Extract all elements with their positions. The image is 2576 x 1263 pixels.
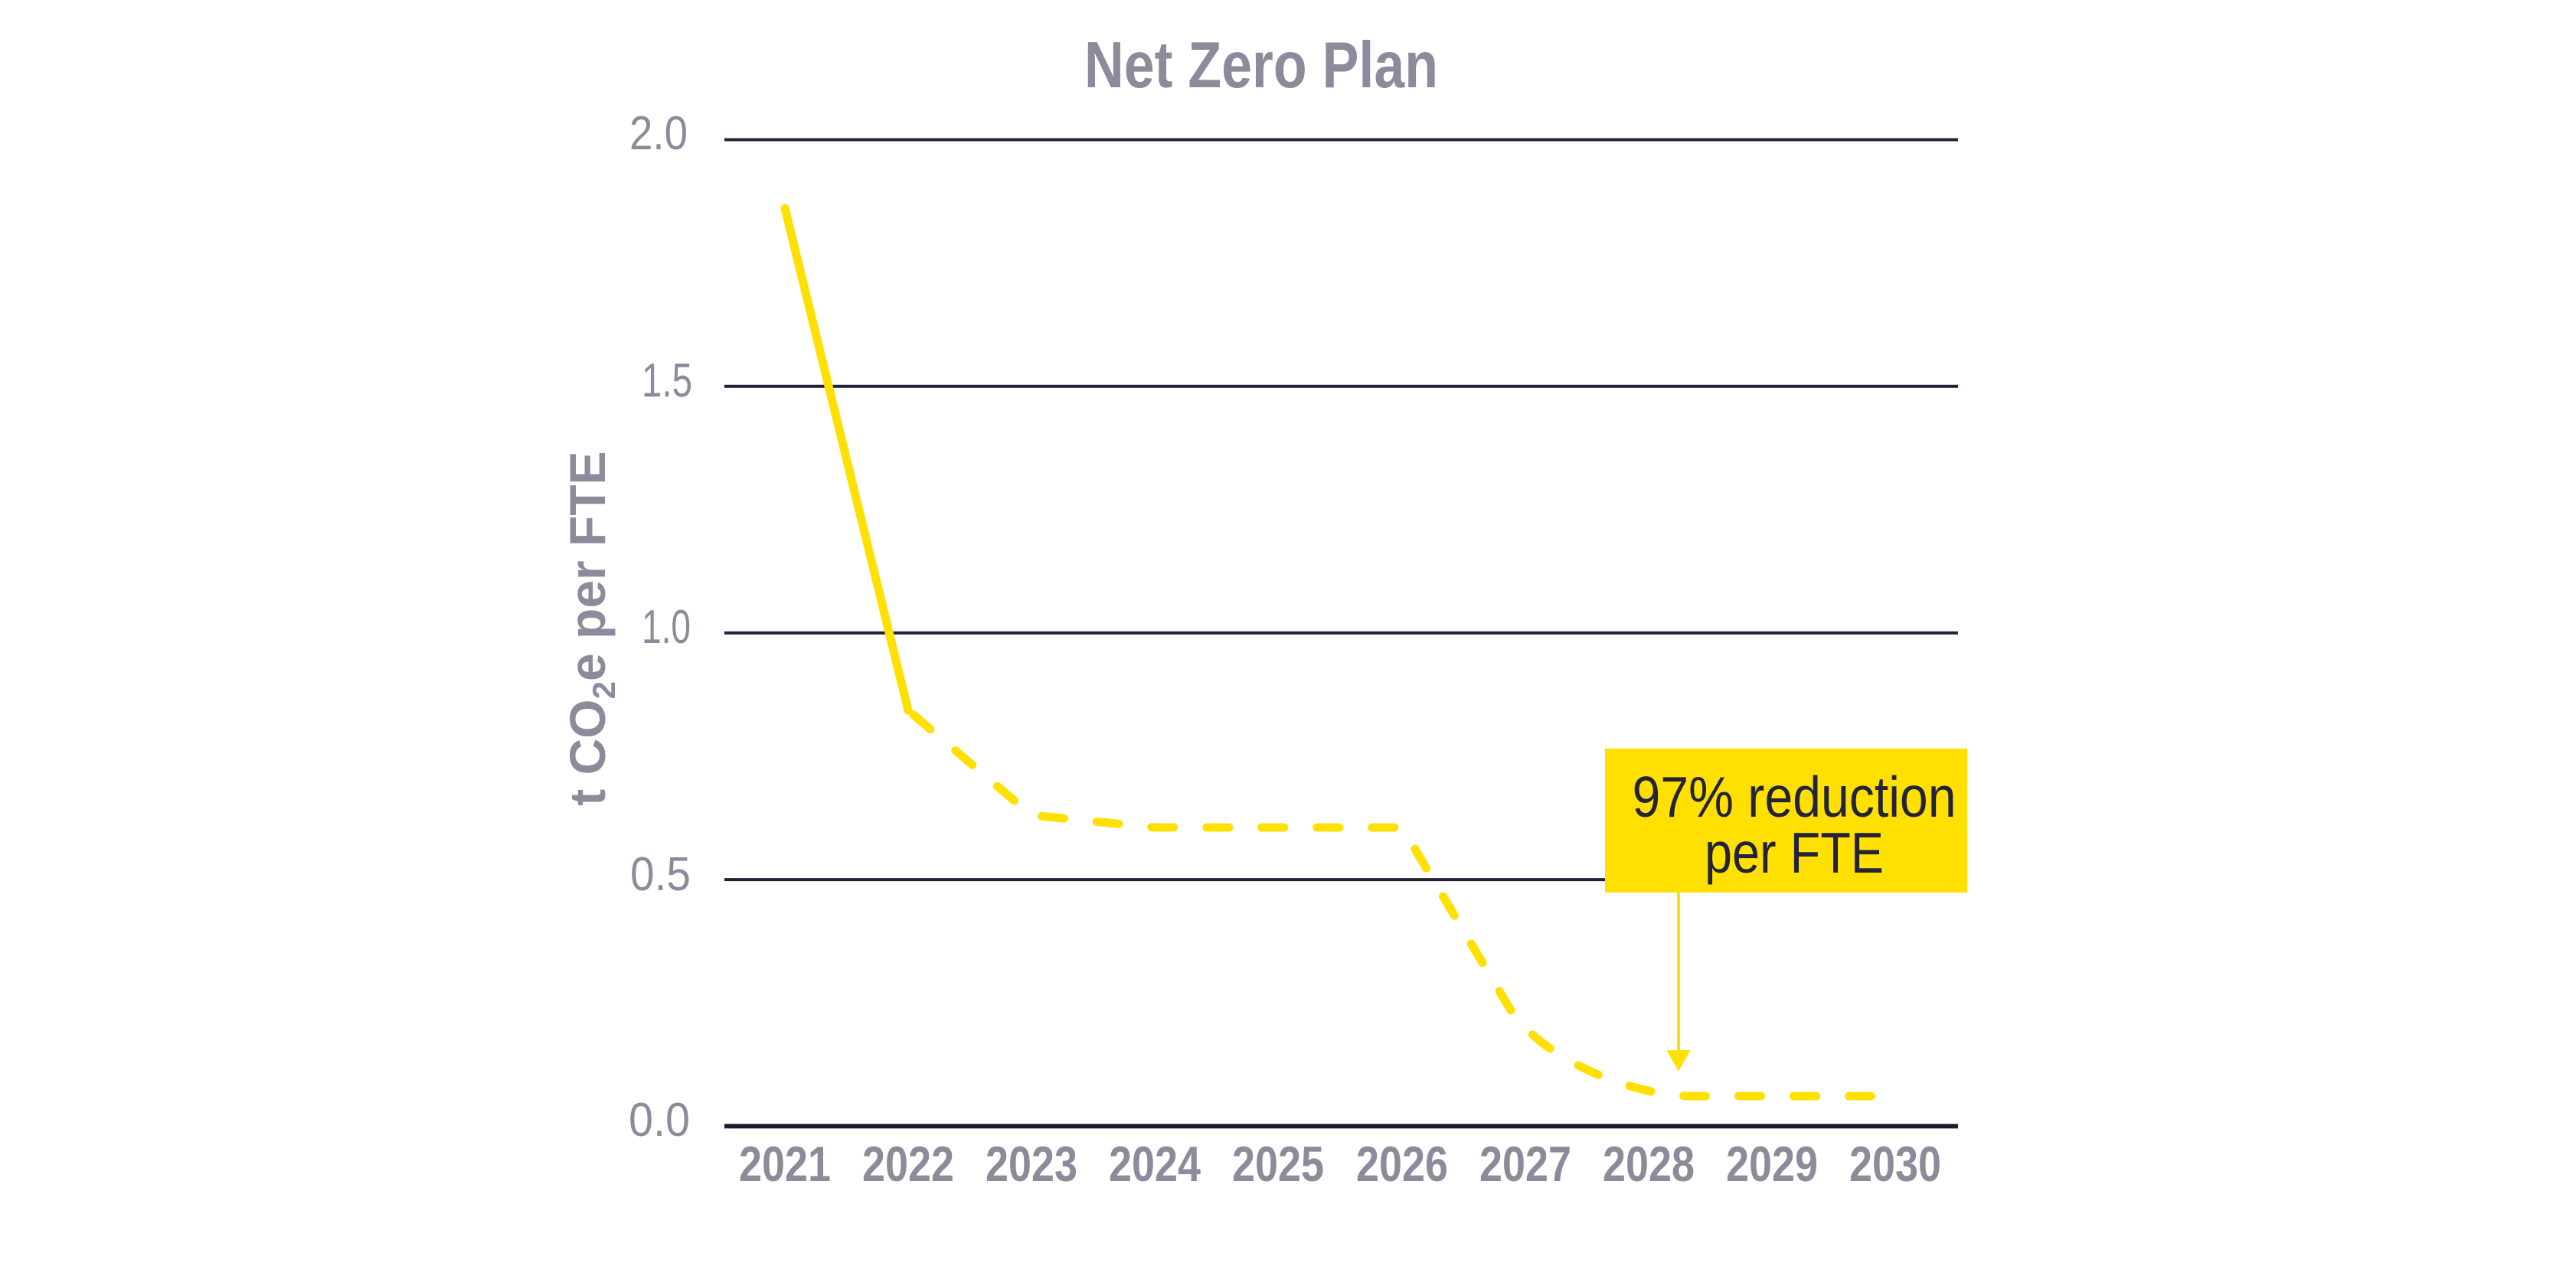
svg-text:2030: 2030 (1849, 1136, 1941, 1192)
svg-text:Net Zero Plan: Net Zero Plan (1084, 29, 1438, 102)
svg-text:2023: 2023 (986, 1136, 1077, 1192)
svg-text:0.5: 0.5 (630, 848, 691, 901)
svg-text:2025: 2025 (1232, 1136, 1324, 1192)
svg-text:97% reduction: 97% reduction (1633, 765, 1957, 829)
svg-text:2026: 2026 (1356, 1136, 1448, 1192)
svg-text:1.5: 1.5 (642, 354, 692, 407)
svg-text:2027: 2027 (1479, 1136, 1571, 1192)
svg-text:1.0: 1.0 (642, 601, 691, 654)
svg-text:2021: 2021 (739, 1136, 831, 1192)
svg-text:2.0: 2.0 (629, 107, 688, 160)
svg-text:2029: 2029 (1726, 1136, 1818, 1192)
svg-text:per FTE: per FTE (1705, 821, 1884, 885)
svg-text:2022: 2022 (862, 1136, 954, 1192)
svg-text:0.0: 0.0 (629, 1094, 690, 1147)
svg-text:2028: 2028 (1603, 1136, 1695, 1192)
svg-text:t CO2e per FTE: t CO2e per FTE (559, 451, 622, 805)
svg-text:2024: 2024 (1109, 1136, 1201, 1192)
